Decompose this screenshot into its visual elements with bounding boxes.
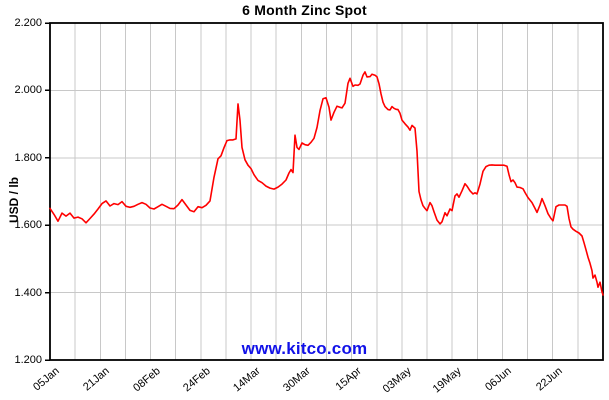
y-tick-label: 1.400	[14, 286, 42, 299]
grid-lines	[50, 23, 603, 360]
chart-title: 6 Month Zinc Spot	[242, 2, 367, 18]
y-tick-label: 2.000	[14, 84, 42, 97]
y-tick-label: 1.600	[14, 219, 42, 232]
price-line	[49, 71, 604, 296]
y-tick-label: 1.200	[14, 354, 42, 366]
y-tick-label: 2.200	[14, 17, 42, 29]
kitco-watermark: www.kitco.com	[241, 339, 368, 358]
y-tick-label: 1.800	[14, 151, 42, 164]
plot-border	[49, 22, 604, 361]
